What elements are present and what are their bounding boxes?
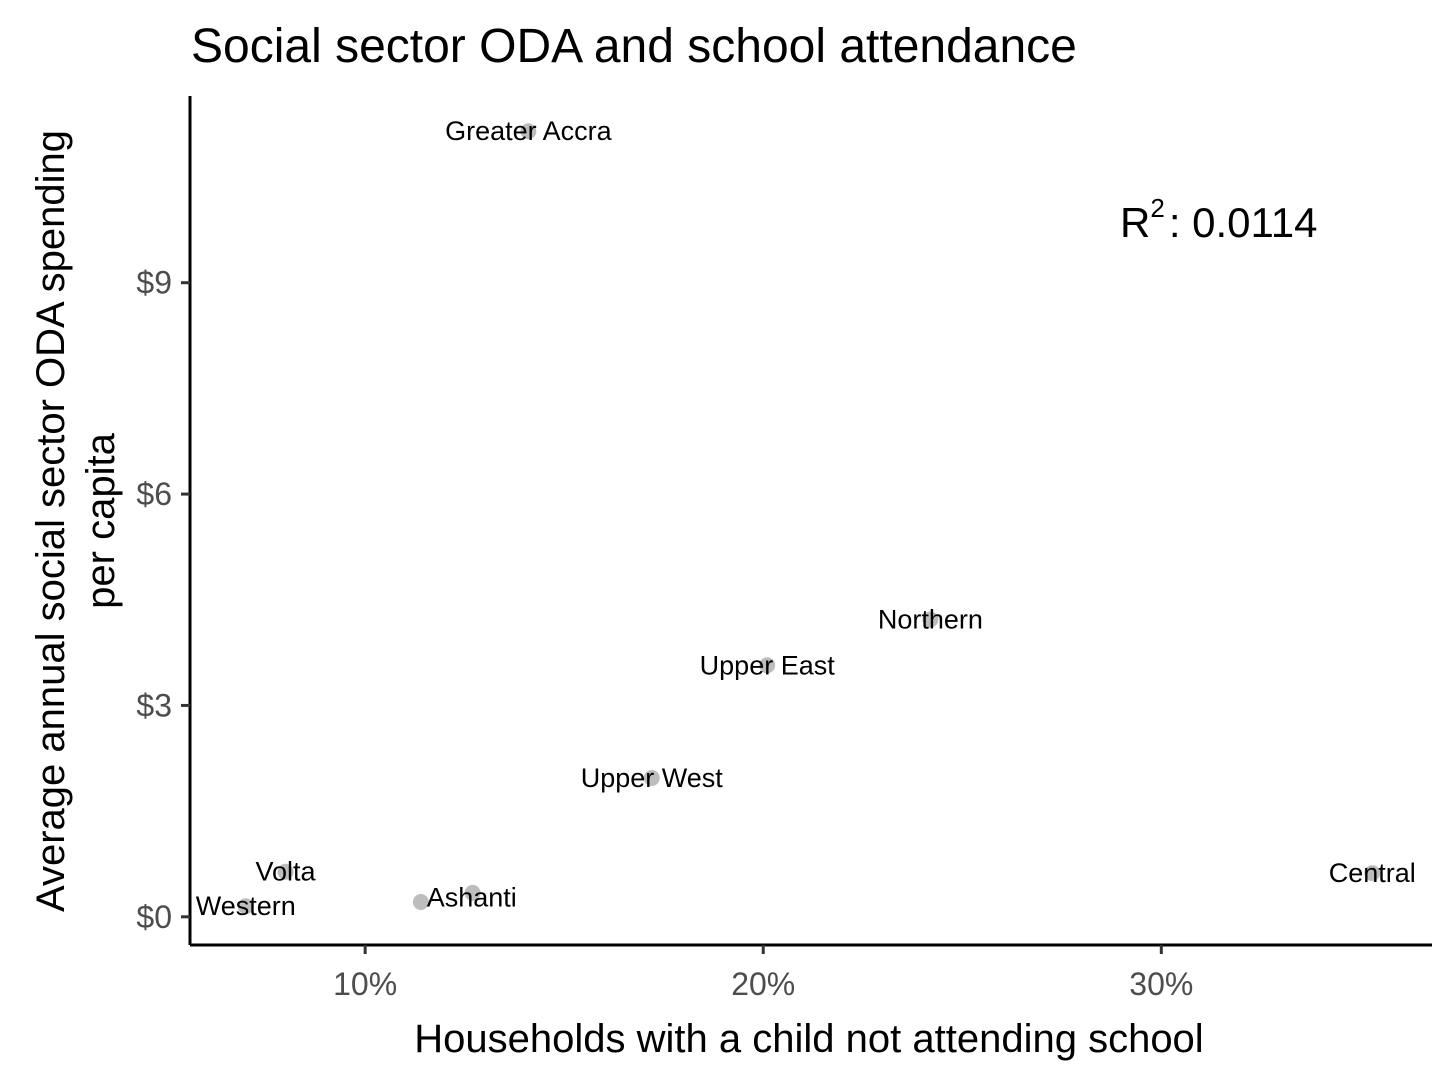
y-tick-label: $3 (136, 687, 172, 723)
y-tick-label: $0 (136, 899, 172, 935)
point-label: Western (196, 891, 296, 921)
data-point (922, 611, 939, 628)
y-axis-title: Average annual social sector ODA spendin… (29, 130, 123, 912)
point-label: Greater Accra (445, 116, 613, 146)
point-labels-layer: Greater Accra Northern Upper East Upper Wes… (196, 116, 1416, 921)
point-label: Upper East (700, 650, 836, 680)
r2-annotation: R2: 0.0114 (1120, 193, 1318, 246)
data-point (759, 657, 776, 674)
point-label: Volta (256, 857, 317, 887)
data-point (464, 884, 481, 901)
ticks-layer: 10% 20% 30% $0 $3 $6 $9 (136, 265, 1193, 1002)
point-label: Northern (878, 604, 983, 634)
y-axis-title-line-1: Average annual social sector ODA spendin… (29, 130, 73, 912)
y-tick-label: $6 (136, 476, 172, 512)
data-point (1364, 865, 1381, 882)
x-tick-label: 10% (333, 966, 397, 1002)
x-axis-title: Households with a child not attending sc… (414, 1017, 1203, 1061)
y-axis-title-line-2: per capita (79, 432, 123, 608)
points-layer (237, 123, 1381, 915)
r2-base: R (1120, 199, 1150, 246)
x-tick-label: 30% (1129, 966, 1193, 1002)
data-point (237, 898, 254, 915)
chart-title: Social sector ODA and school attendance (191, 20, 1077, 73)
data-point (277, 863, 294, 880)
data-point (412, 894, 429, 911)
point-label: Central (1329, 858, 1416, 888)
x-tick-label: 20% (731, 966, 795, 1002)
r2-value: : 0.0114 (1169, 199, 1318, 246)
data-point (643, 770, 660, 787)
y-tick-label: $9 (136, 265, 172, 301)
r2-superscript: 2 (1150, 193, 1164, 223)
data-point (520, 123, 537, 140)
point-label: Upper West (581, 763, 724, 793)
point-label: Ashanti (427, 882, 517, 912)
